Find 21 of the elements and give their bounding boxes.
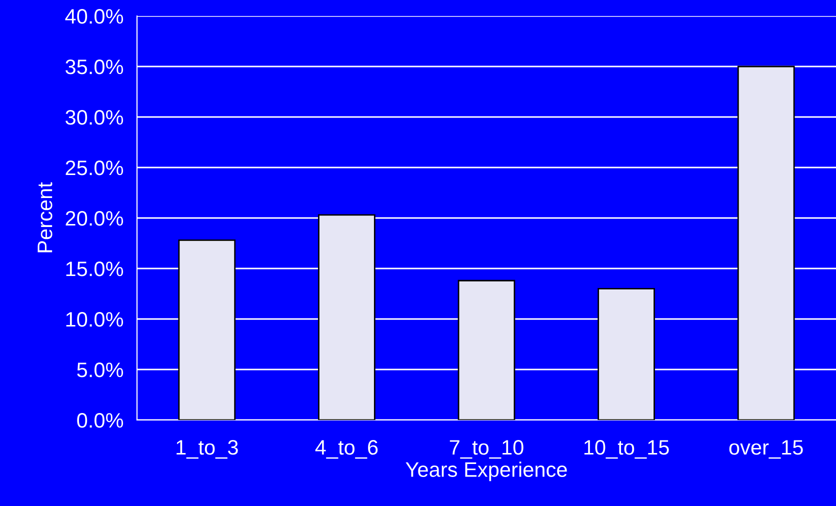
x-tick-label: 4_to_6 <box>315 440 378 459</box>
y-tick-label: 0.0% <box>77 413 124 428</box>
y-tick-label: 5.0% <box>77 362 124 378</box>
bar <box>598 288 655 420</box>
y-tick-label: 30.0% <box>66 110 124 125</box>
x-tick-label: 10_to_15 <box>584 440 669 459</box>
y-tick-label: 10.0% <box>66 312 124 327</box>
y-tick-label: 15.0% <box>66 262 124 276</box>
x-tick-label: 1_to_3 <box>176 440 238 459</box>
y-tick-label: 25.0% <box>66 160 124 176</box>
y-tick-label: 35.0% <box>66 60 124 74</box>
bar <box>178 240 236 420</box>
x-tick-label: 7_to_10 <box>450 440 524 459</box>
bar <box>458 280 516 420</box>
x-axis-title: Years Experience <box>406 462 567 482</box>
x-tick-label: over_15 <box>729 440 803 459</box>
bar <box>318 214 376 420</box>
y-tick-label: 20.0% <box>66 211 124 226</box>
bar <box>737 66 795 420</box>
y-axis-title: Percent <box>38 182 52 252</box>
y-tick-label: 40.0% <box>65 9 124 24</box>
